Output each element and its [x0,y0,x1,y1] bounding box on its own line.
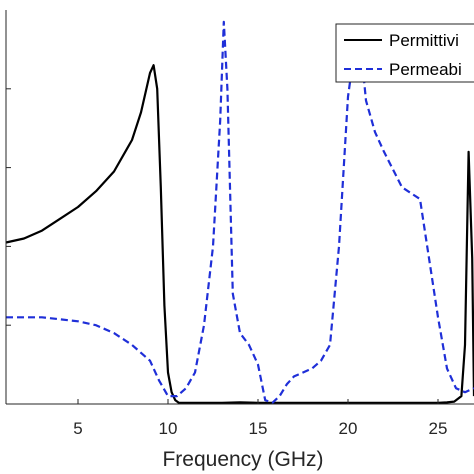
x-tick-label: 20 [339,419,358,438]
x-tick-label: 15 [249,419,268,438]
axes [5,10,474,405]
x-tick-label: 5 [73,419,82,438]
x-tick-label: 10 [159,419,178,438]
legend: Permittivi Permeabi [335,23,474,83]
legend-label-permittivity: Permittivi [389,31,459,50]
legend-label-permeability: Permeabi [389,60,462,79]
ticks: 5 10 15 20 25 [6,88,448,438]
series-line-permeability [6,20,474,404]
x-axis-title: Frequency (GHz) [162,448,323,471]
x-tick-label: 25 [429,419,448,438]
series-layer [5,20,474,404]
legend-box [335,23,474,83]
series-line-permittivity [5,64,474,404]
